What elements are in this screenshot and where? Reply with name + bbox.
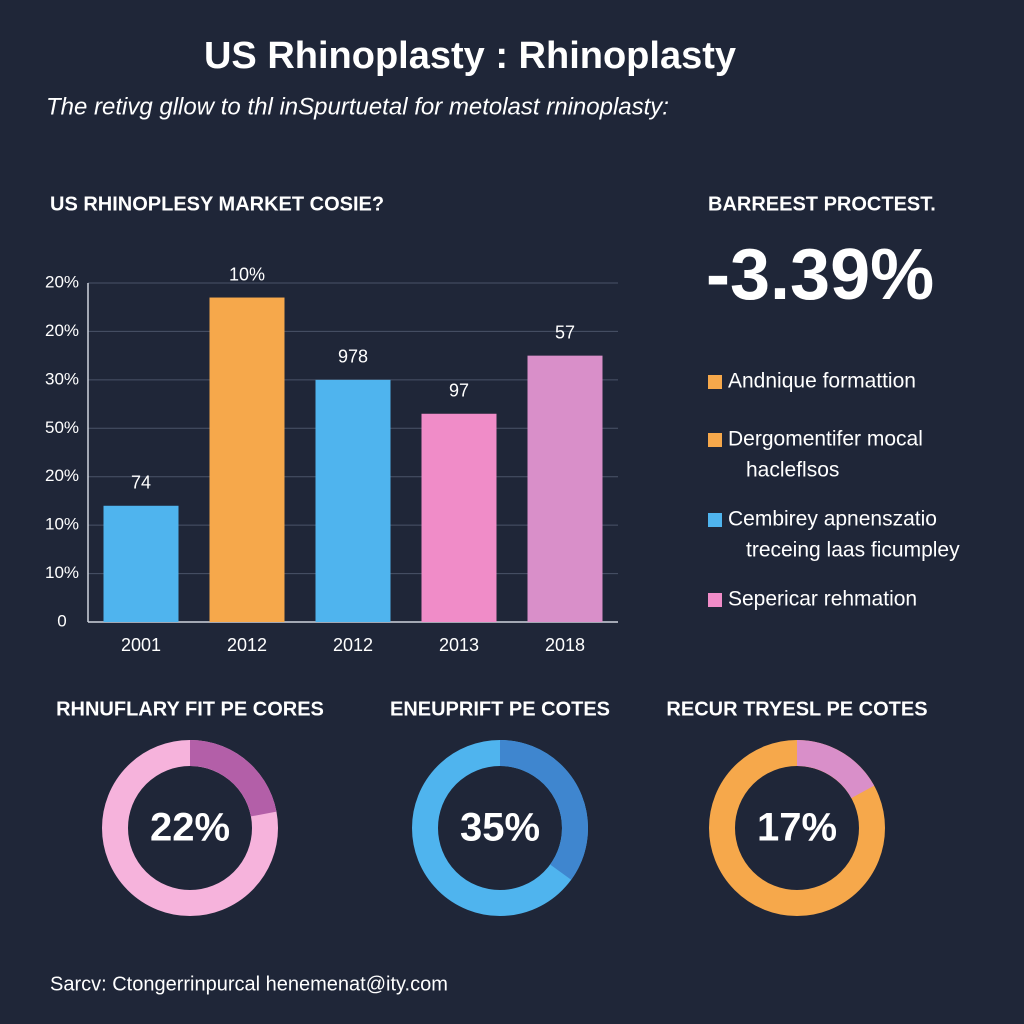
donut-title: RHNUFLARY FIT PE CORES bbox=[56, 698, 324, 720]
donut-title: RECUR TRYESL PE COTES bbox=[666, 698, 927, 720]
bar-annotation: 74 bbox=[131, 473, 151, 493]
y-tick-label: 10% bbox=[45, 515, 79, 534]
bar-annotation: 97 bbox=[449, 381, 469, 401]
bar bbox=[103, 505, 179, 622]
legend-label: treceing laas ficumpley bbox=[746, 539, 960, 562]
bar bbox=[315, 379, 391, 622]
donut-center-label: 35% bbox=[460, 806, 540, 850]
donut-center-label: 17% bbox=[757, 806, 837, 850]
chart-title: US RHINOPLESY MARKET COSIE? bbox=[50, 193, 384, 215]
x-tick-label: 2001 bbox=[121, 635, 161, 655]
subtitle: The retivg gllow to thl inSpurtuetal for… bbox=[46, 93, 669, 120]
bar-annotation: 10% bbox=[229, 264, 265, 284]
donut-title: ENEUPRIFT PE COTES bbox=[390, 698, 610, 720]
kpi-label: BARREEST PROCTEST. bbox=[708, 193, 936, 215]
legend-label: Cembirey apnenszatio bbox=[728, 508, 937, 531]
y-tick-label: 20% bbox=[45, 321, 79, 340]
legend-swatch bbox=[708, 433, 722, 447]
x-tick-label: 2013 bbox=[439, 635, 479, 655]
bar bbox=[421, 413, 497, 622]
x-tick-label: 2012 bbox=[227, 635, 267, 655]
donut-arc bbox=[412, 740, 588, 916]
legend-label: Dergomentifer mocal bbox=[728, 428, 923, 451]
legend-swatch bbox=[708, 375, 722, 389]
y-tick-label: 30% bbox=[45, 369, 79, 388]
bar bbox=[209, 297, 285, 622]
page-title: US Rhinoplasty : Rhinoplasty bbox=[204, 35, 736, 77]
x-tick-label: 2018 bbox=[545, 635, 585, 655]
source: Sarcv: Ctongerrinpurcal henemenat@ity.co… bbox=[50, 973, 448, 995]
donut-arc bbox=[709, 740, 885, 916]
bar-annotation: 57 bbox=[555, 322, 575, 342]
bar bbox=[527, 355, 603, 622]
legend-label: hacleflsos bbox=[746, 459, 839, 482]
donut-center-label: 22% bbox=[150, 806, 230, 850]
bar-annotation: 978 bbox=[338, 347, 368, 367]
kpi-value: -3.39% bbox=[706, 235, 934, 315]
y-tick-label: 0 bbox=[57, 611, 66, 630]
y-tick-label: 10% bbox=[45, 563, 79, 582]
legend-label: Andnique formattion bbox=[728, 370, 916, 393]
legend-swatch bbox=[708, 513, 722, 527]
y-tick-label: 20% bbox=[45, 466, 79, 485]
legend-label: Sepericar rehmation bbox=[728, 588, 917, 611]
y-tick-label: 50% bbox=[45, 418, 79, 437]
donut-arc bbox=[102, 740, 278, 916]
y-tick-label: 20% bbox=[45, 272, 79, 291]
x-tick-label: 2012 bbox=[333, 635, 373, 655]
legend-swatch bbox=[708, 593, 722, 607]
